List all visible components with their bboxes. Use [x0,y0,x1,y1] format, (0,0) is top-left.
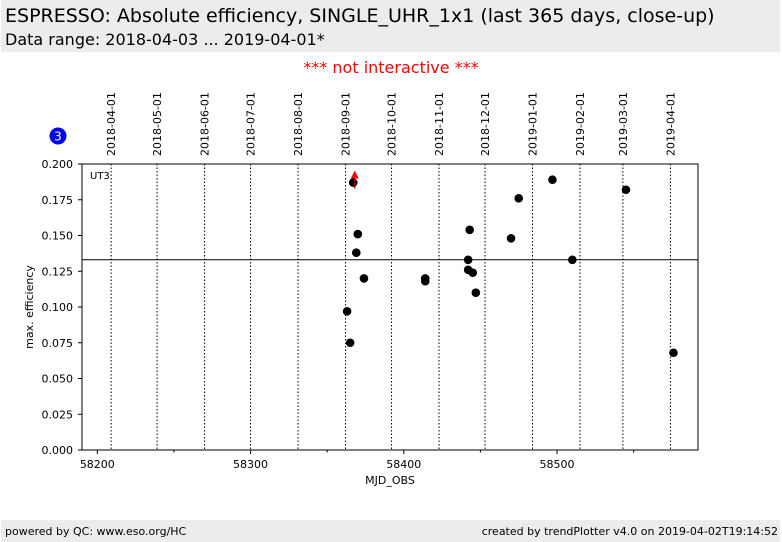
header-band [1,0,780,52]
data-point [420,276,430,286]
data-point [342,306,352,316]
x-tick-label: 58400 [386,458,421,471]
footer-credit: powered by QC: www.eso.org/HC [5,525,187,538]
data-point [471,288,481,298]
x-axis-label: MJD_OBS [365,474,415,487]
data-point [568,255,577,265]
date-marker-label: 2018-09-01 [340,92,353,156]
data-point [345,338,355,348]
date-marker-label: 2018-10-01 [386,92,399,156]
y-tick-label: 0.175 [42,194,74,207]
y-axis-label: max. efficiency [23,265,36,349]
data-point [463,255,473,265]
y-tick-label: 0.100 [42,301,74,314]
date-marker-label: 2018-07-01 [245,92,258,156]
y-tick-label: 0.050 [42,373,74,386]
date-marker-label: 2018-05-01 [151,92,164,156]
date-marker-label: 2019-03-01 [617,92,630,156]
data-point [468,268,478,277]
y-tick-label: 0.000 [42,444,74,457]
data-point [351,248,361,257]
badge-label: 3 [54,130,62,144]
date-marker-label: 2019-01-01 [527,92,540,156]
page-title: ESPRESSO: Absolute efficiency, SINGLE_UH… [5,5,715,27]
date-marker-label: 2018-06-01 [199,92,212,156]
y-tick-label: 0.075 [42,337,74,350]
footer-band [1,520,780,542]
x-tick-label: 58200 [80,458,115,471]
date-marker-label: 2018-11-01 [433,92,446,156]
plot-frame [81,163,699,451]
panel-label: UT3 [90,171,110,182]
data-range: Data range: 2018-04-03 ... 2019-04-01* [5,30,325,49]
data-point [514,194,524,203]
badge-circle [49,127,67,145]
outlier-arrow [350,170,359,179]
y-tick-label: 0.150 [42,230,74,243]
data-point [669,348,678,358]
data-point [359,274,369,283]
data-point [548,175,557,185]
data-point [465,225,474,235]
y-tick-label: 0.025 [42,408,74,421]
data-point [506,234,516,243]
y-tick-label: 0.200 [42,158,74,171]
footer-created-by: created by trendPlotter v4.0 on 2019-04-… [481,525,778,538]
x-tick-label: 58500 [540,458,575,471]
date-marker-label: 2019-04-01 [664,92,677,156]
data-point [353,229,363,239]
date-marker-label: 2018-04-01 [105,92,118,156]
data-point [348,178,358,187]
x-tick-label: 58300 [233,458,268,471]
y-tick-label: 0.125 [42,265,74,278]
date-marker-label: 2019-02-01 [574,92,587,156]
data-point [621,185,631,195]
date-marker-label: 2018-08-01 [292,92,305,156]
date-marker-label: 2018-12-01 [479,92,492,156]
not-interactive-notice: *** not interactive *** [303,58,479,77]
